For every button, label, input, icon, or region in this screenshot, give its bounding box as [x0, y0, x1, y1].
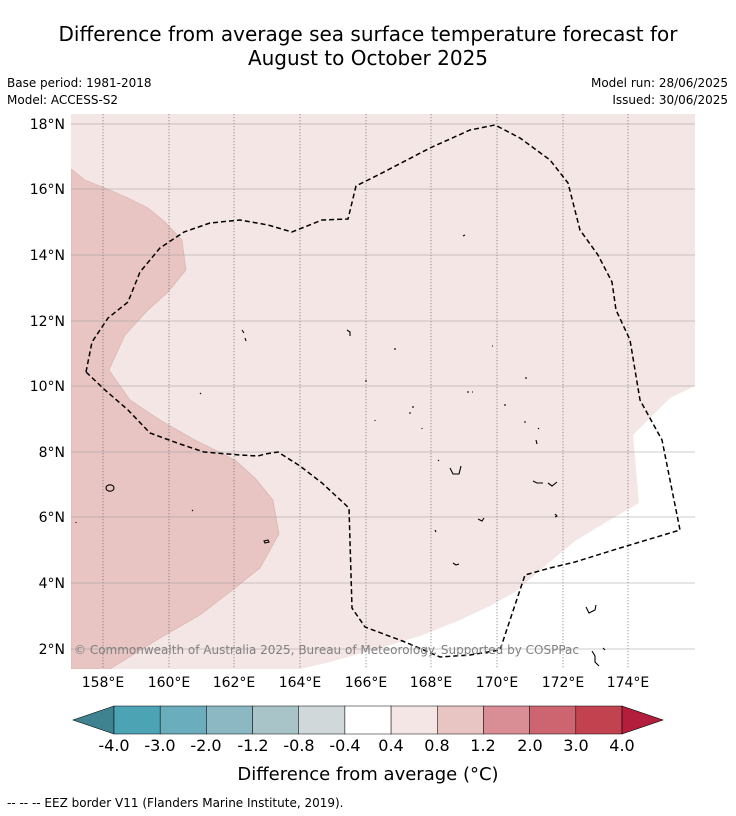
colorbar-box: [390, 705, 438, 735]
eez-legend-note: -- -- -- EEZ border V11 (Flanders Marine…: [7, 796, 344, 810]
colorbar-labels: -4.0 -3.0 -2.0 -1.2 -0.8 -0.4 0.4 0.8 1.…: [98, 736, 634, 755]
colorbar-box: [344, 705, 392, 735]
lon-label: 164°E: [279, 675, 322, 691]
colorbar-label: -2.0: [190, 736, 221, 755]
base-period-text: Base period: 1981-2018: [7, 76, 152, 90]
eez-border: [85, 124, 681, 658]
model-text: Model: ACCESS-S2: [7, 93, 119, 107]
colorbar-box: [206, 705, 253, 735]
colorbar-label: 0.4: [378, 736, 403, 755]
lon-label: 160°E: [148, 675, 191, 691]
region-moderate-anomaly: [71, 168, 280, 669]
graticule: [102, 114, 629, 669]
islands: [75, 234, 606, 667]
lat-label: 4°N: [39, 576, 65, 592]
lat-label: 16°N: [30, 182, 65, 198]
colorbar-box: [113, 705, 161, 735]
colorbar-boxes: [113, 705, 623, 735]
lon-label: 166°E: [345, 675, 388, 691]
colorbar-box: [159, 705, 207, 735]
colorbar-label: -4.0: [98, 736, 129, 755]
chart-title: Difference from average sea surface temp…: [0, 22, 736, 70]
colorbar-box: [437, 705, 484, 735]
lon-label: 158°E: [82, 675, 125, 691]
colorbar-title: Difference from average (°C): [237, 764, 499, 785]
colorbar-box: [298, 705, 346, 735]
title-line-1: Difference from average sea surface temp…: [58, 22, 678, 46]
lat-label: 2°N: [39, 642, 65, 658]
lat-label: 8°N: [39, 445, 65, 461]
lon-label: 174°E: [607, 675, 650, 691]
lon-label: 168°E: [410, 675, 453, 691]
colorbar-box: [575, 705, 623, 735]
lon-label: 162°E: [213, 675, 256, 691]
colorbar-label: 4.0: [609, 736, 634, 755]
colorbar-box: [252, 705, 299, 735]
colorbar-label: 2.0: [517, 736, 542, 755]
model-run-text: Model run: 28/06/2025: [590, 76, 728, 90]
colorbar-box: [483, 705, 530, 735]
colorbar-label: -3.0: [144, 736, 175, 755]
lat-label: 12°N: [30, 314, 65, 330]
lon-label: 170°E: [476, 675, 519, 691]
map-area: © Commonwealth of Australia 2025, Bureau…: [71, 114, 695, 669]
lat-label: 6°N: [39, 510, 65, 526]
colorbar-label: -0.4: [329, 736, 360, 755]
title-line-2: August to October 2025: [247, 46, 489, 70]
latitude-lines: [71, 123, 695, 650]
issued-text: Issued: 30/06/2025: [612, 93, 728, 107]
lat-label: 14°N: [30, 248, 65, 264]
colorbar-over-arrow: [621, 705, 664, 735]
colorbar-box: [529, 705, 577, 735]
latitude-labels: 18°N 16°N 14°N 12°N 10°N 8°N 6°N 4°N 2°N: [30, 117, 65, 658]
colorbar-label: -0.8: [283, 736, 314, 755]
lon-label: 172°E: [542, 675, 585, 691]
colorbar: -4.0 -3.0 -2.0 -1.2 -0.8 -0.4 0.4 0.8 1.…: [72, 705, 664, 755]
longitude-labels: 158°E 160°E 162°E 164°E 166°E 168°E 170°…: [82, 675, 650, 691]
lat-label: 10°N: [30, 379, 65, 395]
colorbar-label: -1.2: [237, 736, 268, 755]
colorbar-under-arrow: [72, 705, 115, 735]
lat-label: 18°N: [30, 117, 65, 133]
colorbar-label: 1.2: [470, 736, 495, 755]
colorbar-label: 3.0: [563, 736, 588, 755]
colorbar-label: 0.8: [424, 736, 449, 755]
copyright-text: © Commonwealth of Australia 2025, Bureau…: [74, 643, 579, 657]
